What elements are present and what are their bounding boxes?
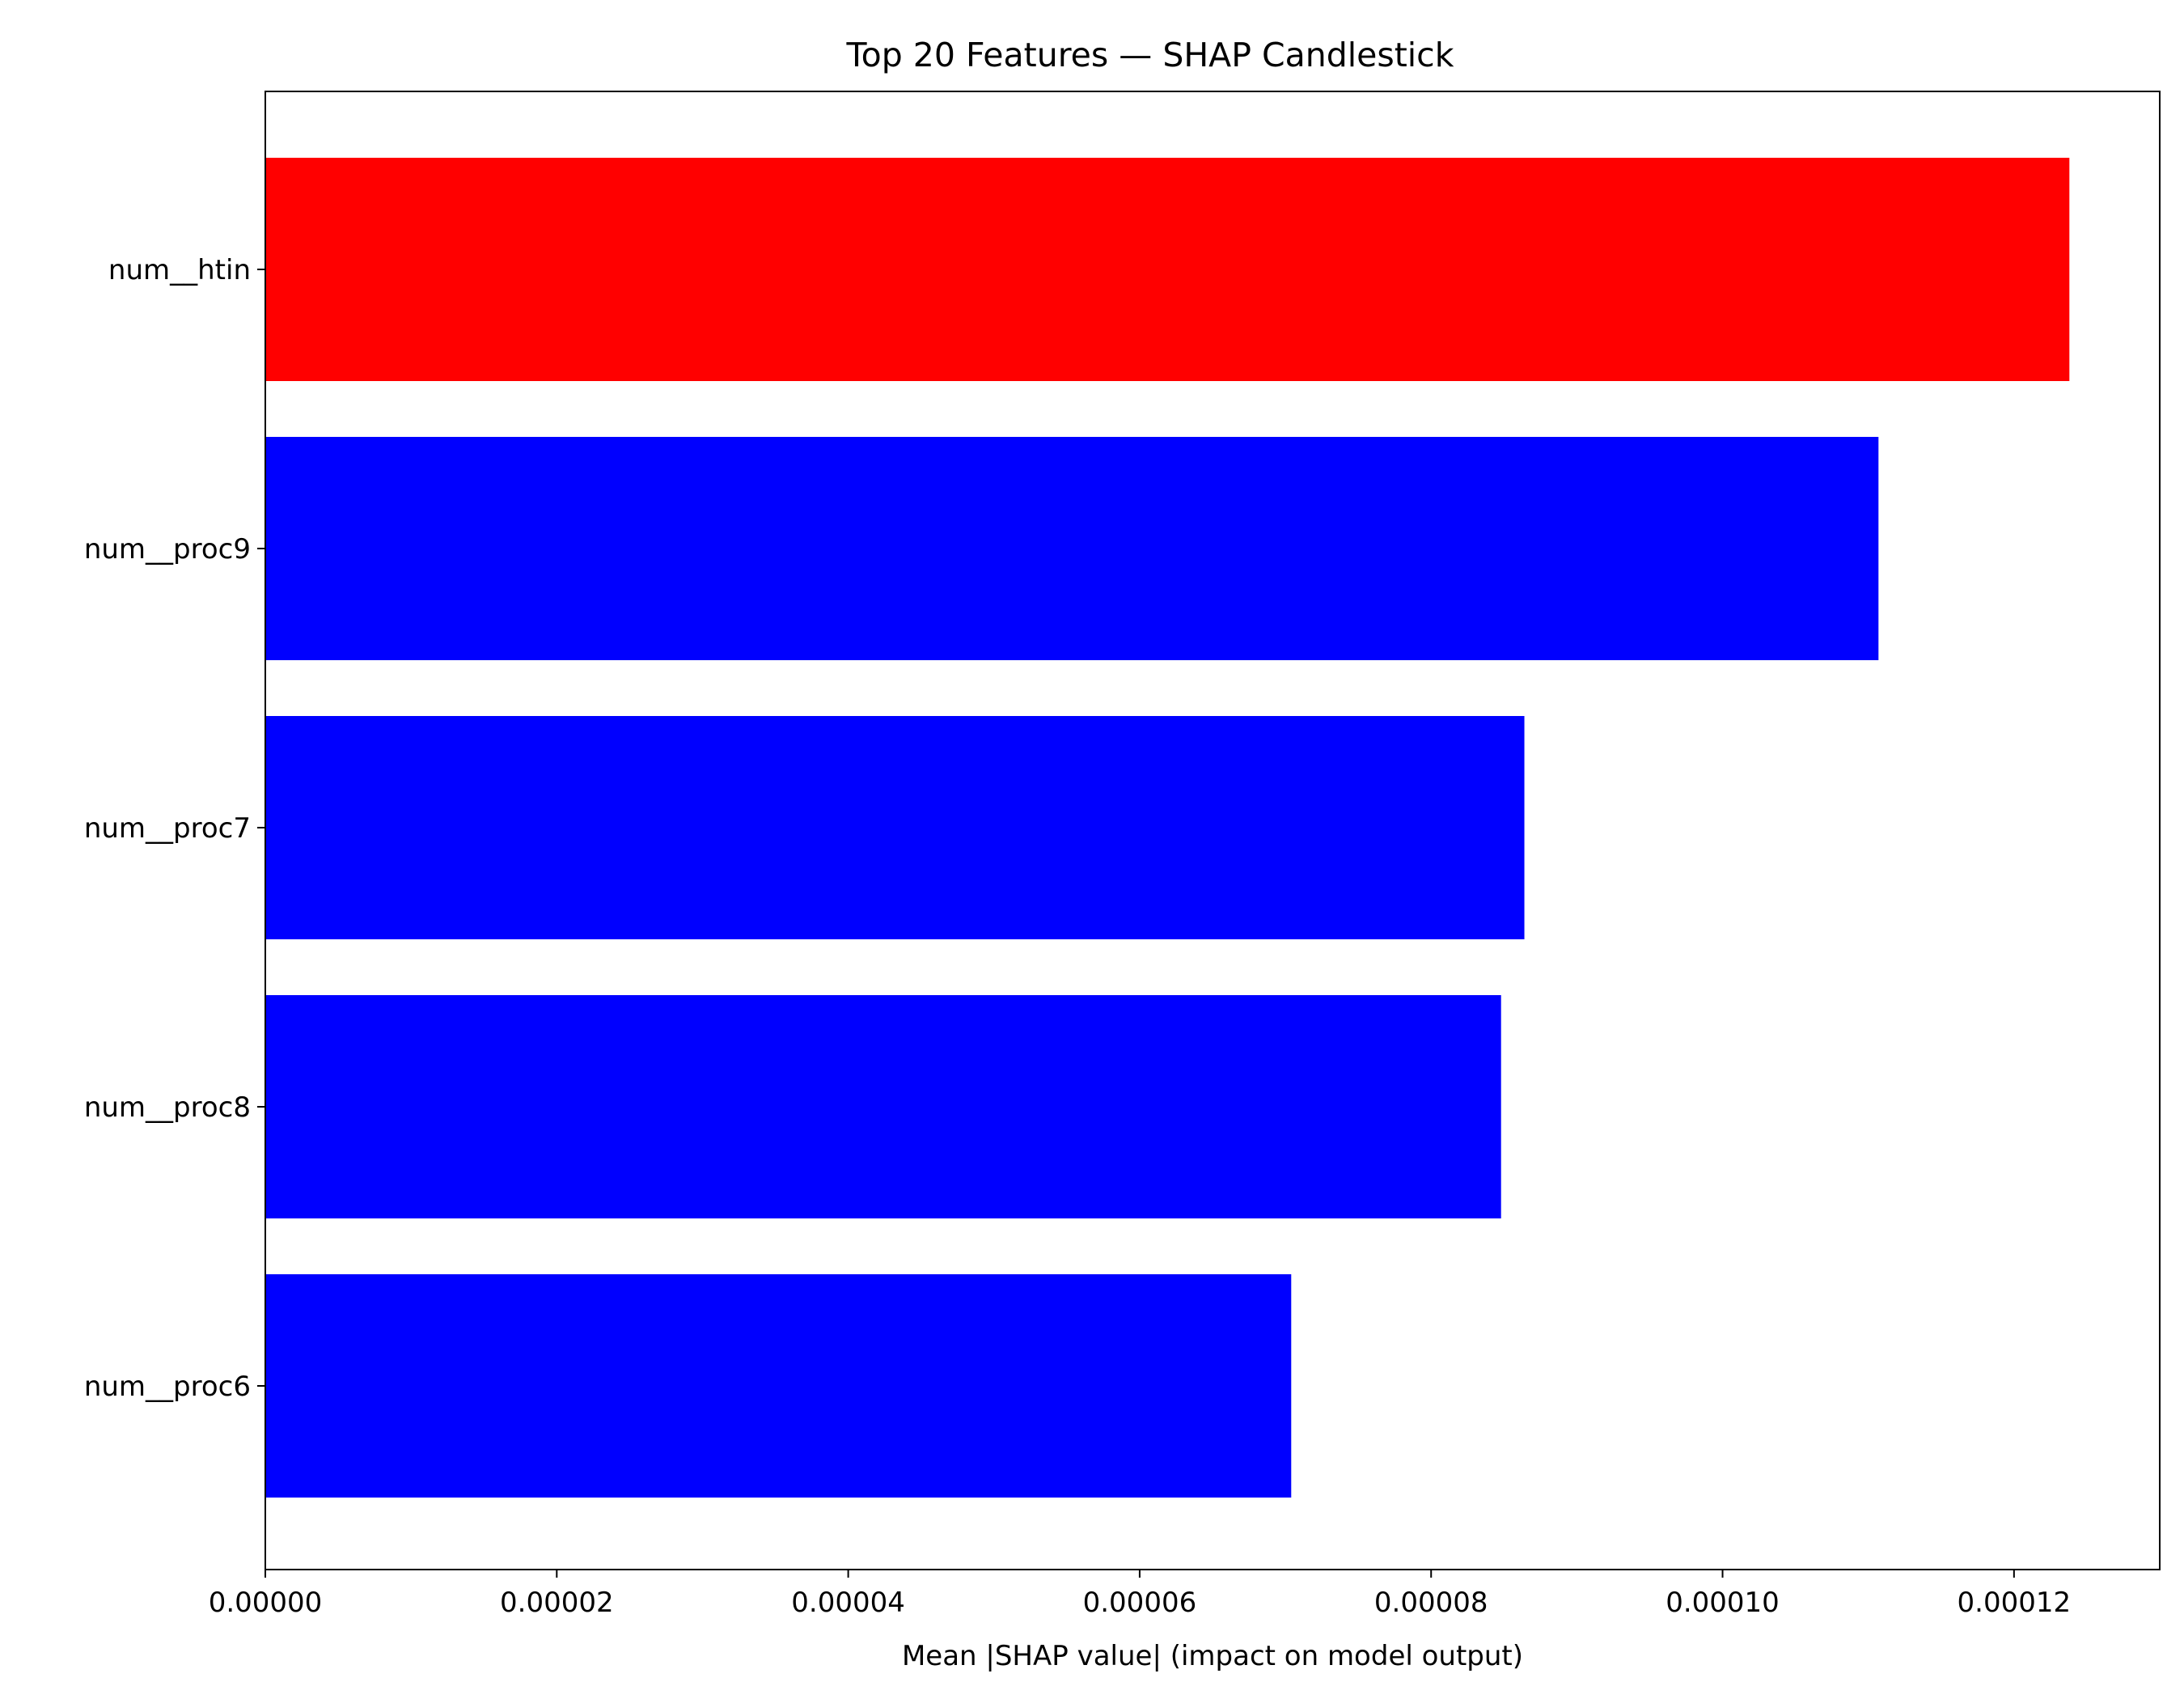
bar-num-proc8 [265,995,1501,1218]
bar-num-htin [265,158,2070,381]
bar-num-proc7 [265,716,1525,939]
chart-title: Top 20 Features — SHAP Candlestick [846,36,1454,74]
x-tick-label: 0.00010 [1666,1587,1780,1619]
bar-num-proc6 [265,1274,1292,1498]
x-tick-label: 0.00012 [1958,1587,2072,1619]
y-axis-ticks: num__htin num__proc9 num__proc7 num__proc8n… [84,254,265,1403]
x-axis-ticks: 0.00000 0.00002 0.00004 0.00006 0.00008 0.000… [209,1570,2071,1619]
y-tick-label: num__proc7 [84,812,251,845]
y-tick-label: num__htin [108,254,251,286]
x-tick-label: 0.00002 [500,1587,614,1619]
plot-frame [265,91,2161,1570]
bars-layer [265,158,2070,1498]
x-tick-label: 0.00000 [209,1587,323,1619]
bar-num-proc9 [265,437,1879,660]
x-tick-label: 0.00006 [1083,1587,1197,1619]
x-axis-label: Mean |SHAP value| (impact on model outpu… [902,1640,1523,1672]
y-tick-label: num__proc8 [84,1091,251,1124]
x-tick-label: 0.00008 [1374,1587,1488,1619]
x-tick-label: 0.00004 [791,1587,905,1619]
y-tick-label: num__proc9 [84,533,251,566]
y-tick-label: num__proc6 [84,1371,251,1403]
